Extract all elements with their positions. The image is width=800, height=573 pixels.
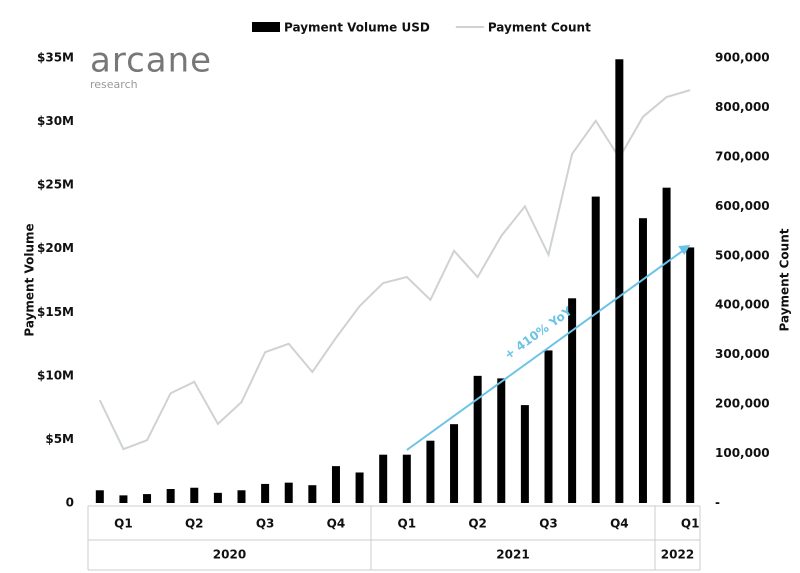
y-tick-label: $30M (37, 114, 74, 128)
y2-axis-label: Payment Count (778, 228, 792, 331)
y-tick-label: $5M (45, 432, 74, 446)
legend-label: Payment Count (488, 21, 591, 35)
y2-tick-label: 900,000 (715, 51, 770, 65)
bar (591, 196, 600, 504)
bar (331, 466, 340, 503)
logo-sub: research (90, 78, 138, 91)
bar (95, 490, 104, 503)
y2-tick-label: 500,000 (715, 248, 770, 262)
quarter-label: Q4 (610, 517, 629, 531)
quarter-label: Q1 (398, 517, 417, 531)
y2-tick-label: 100,000 (715, 446, 770, 460)
bar (615, 59, 624, 504)
logo: arcane (90, 41, 212, 81)
bar (686, 247, 695, 503)
quarter-label: Q2 (185, 517, 204, 531)
bar (308, 485, 317, 503)
bar (355, 472, 364, 503)
y2-tick-label: 700,000 (715, 149, 770, 163)
bar (119, 495, 128, 503)
annotation: + 410% YoY (502, 304, 575, 362)
bar (402, 454, 411, 503)
y-tick-label: $10M (37, 368, 74, 382)
x-axis-frame (87, 505, 701, 571)
annotation-arrow (406, 248, 686, 451)
bar (190, 487, 199, 503)
bar (473, 375, 482, 503)
quarter-label: Q3 (256, 517, 275, 531)
bar (638, 218, 647, 503)
y-tick-label: $25M (37, 178, 74, 192)
bar (213, 492, 222, 503)
quarter-label: Q4 (327, 517, 346, 531)
y-axis-label: Payment Volume (23, 223, 37, 336)
bar (237, 490, 246, 503)
year-label: 2022 (661, 548, 694, 562)
bar (568, 298, 577, 503)
bar (143, 494, 152, 503)
quarter-label: Q2 (468, 517, 487, 531)
bar (426, 440, 435, 503)
arrow-head (678, 245, 691, 255)
y2-tick-label: 200,000 (715, 397, 770, 411)
y-tick-label: 0 (66, 496, 74, 510)
y2-tick-label: 300,000 (715, 347, 770, 361)
year-label: 2020 (213, 548, 246, 562)
y-tick-label: $20M (37, 241, 74, 255)
y2-tick-label: 800,000 (715, 100, 770, 114)
line (98, 89, 691, 451)
legend-label: Payment Volume USD (284, 21, 430, 35)
bar (261, 483, 270, 503)
bar (284, 482, 293, 503)
year-label: 2021 (496, 548, 529, 562)
bar (166, 489, 175, 503)
bar (544, 350, 553, 503)
bar (450, 424, 459, 503)
y-tick-label: $35M (37, 51, 74, 65)
y-tick-label: $15M (37, 305, 74, 319)
quarter-label: Q1 (114, 517, 133, 531)
y2-tick-label: 600,000 (715, 199, 770, 213)
quarter-label: Q1 (681, 517, 700, 531)
quarter-label: Q3 (539, 517, 558, 531)
bar (520, 405, 529, 503)
bar (662, 187, 671, 503)
bar (497, 378, 506, 503)
legend-swatch (252, 22, 280, 32)
y2-tick-label: 400,000 (715, 298, 770, 312)
bar (379, 454, 388, 503)
y2-tick-label: - (715, 496, 720, 510)
